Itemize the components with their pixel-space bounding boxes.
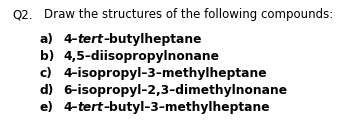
Text: tert: tert [77,101,103,114]
Text: Q2.: Q2. [12,8,33,21]
Text: –butylheptane: –butylheptane [103,33,202,46]
Text: 4–: 4– [63,101,77,114]
Text: 4–isopropyl–3–methylheptane: 4–isopropyl–3–methylheptane [63,67,267,80]
Text: 6–isopropyl–2,3–dimethylnonane: 6–isopropyl–2,3–dimethylnonane [63,84,287,97]
Text: Draw the structures of the following compounds:: Draw the structures of the following com… [44,8,333,21]
Text: tert: tert [77,33,103,46]
Text: a): a) [40,33,54,46]
Text: e): e) [40,101,54,114]
Text: –butyl–3–methylheptane: –butyl–3–methylheptane [103,101,270,114]
Text: d): d) [40,84,54,97]
Text: 4,5–diisopropylnonane: 4,5–diisopropylnonane [63,50,219,63]
Text: 4–: 4– [63,33,77,46]
Text: b): b) [40,50,54,63]
Text: c): c) [40,67,53,80]
